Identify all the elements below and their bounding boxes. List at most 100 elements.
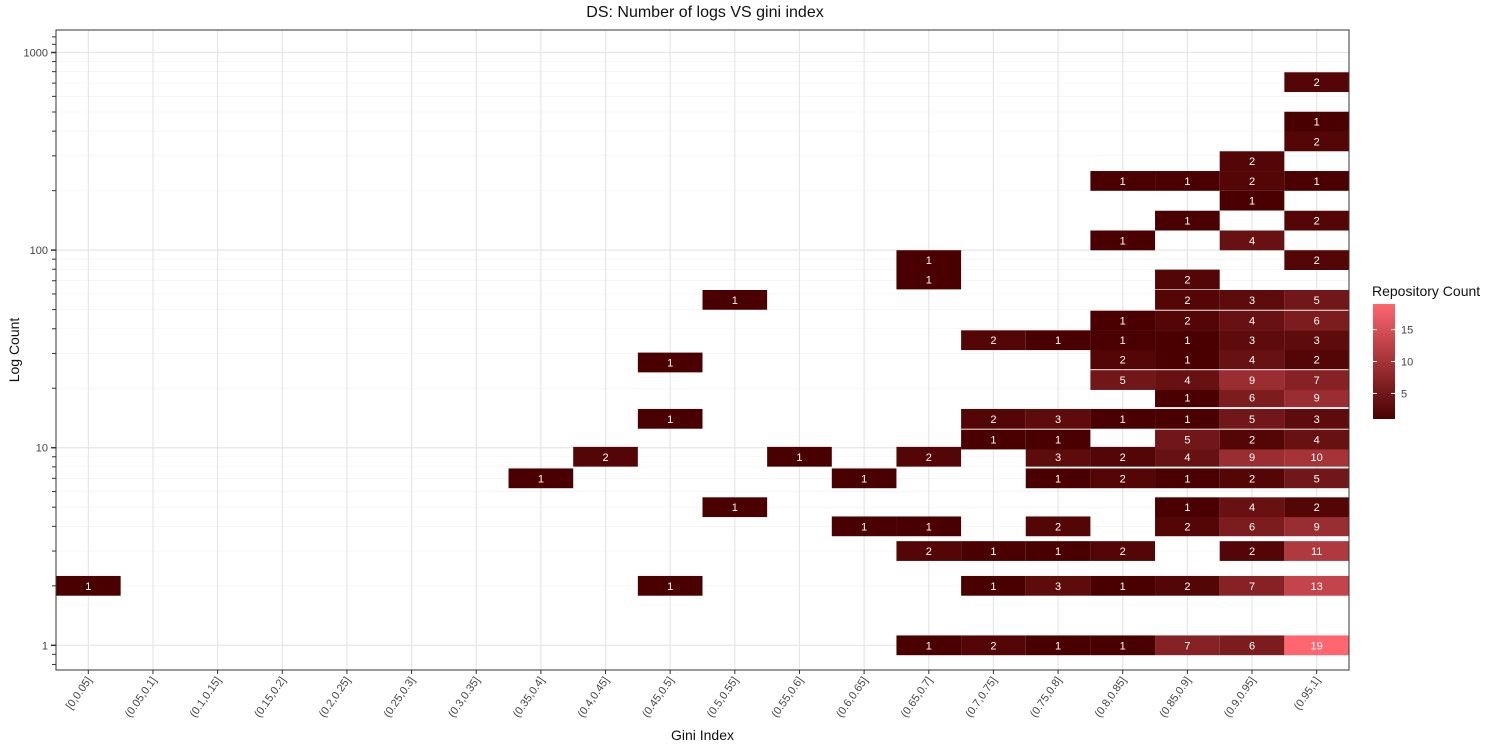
x-tick-label: (0.45,0.5] [640, 675, 676, 720]
heatmap-tile [1284, 289, 1349, 310]
y-axis-title: Log Count [6, 318, 22, 383]
tile-count-label: 1 [1184, 473, 1190, 485]
heatmap-tile [896, 446, 962, 467]
tile-count-label: 1 [538, 473, 544, 485]
heatmap-tile [896, 635, 962, 656]
tile-count-label: 2 [926, 452, 932, 464]
heatmap-tile [1155, 635, 1220, 656]
heatmap-tile [1155, 497, 1220, 518]
legend-tick-label: 5 [1401, 388, 1407, 400]
x-tick-label: (0.95,1] [1292, 675, 1323, 712]
tile-count-label: 1 [1055, 546, 1061, 558]
tile-count-label: 3 [1249, 335, 1255, 347]
tile-count-label: 1 [667, 581, 673, 593]
heatmap-tile [1284, 210, 1349, 231]
tile-count-label: 4 [1314, 435, 1320, 447]
x-tick-label: (0.5,0.55] [705, 675, 741, 720]
y-tick-label: 1 [42, 640, 48, 652]
heatmap-tile [1025, 429, 1091, 450]
tile-count-label: 1 [861, 473, 867, 485]
tile-count-label: 1 [85, 581, 91, 593]
tile-count-label: 1 [1120, 316, 1126, 328]
tile-count-label: 5 [1184, 435, 1190, 447]
chart-title: DS: Number of logs VS gini index [586, 4, 824, 21]
heatmap-tile [1090, 310, 1156, 331]
heatmap-tile [1090, 230, 1156, 251]
heatmap-tile [1155, 446, 1220, 467]
heatmap-tile [1219, 171, 1285, 191]
tile-count-label: 3 [1249, 295, 1255, 307]
tile-count-label: 3 [1055, 581, 1061, 593]
heatmap-tile [1155, 349, 1220, 370]
tile-count-label: 1 [1184, 354, 1190, 366]
heatmap-tile [1284, 250, 1349, 270]
tile-count-label: 11 [1311, 546, 1322, 558]
tile-count-label: 2 [926, 546, 932, 558]
tile-count-label: 5 [1120, 375, 1126, 387]
heatmap-tile [1025, 408, 1091, 429]
tile-count-label: 2 [1184, 316, 1190, 328]
heatmap-tile [573, 446, 638, 467]
heatmap-tile [1155, 408, 1220, 429]
tile-count-label: 1 [990, 435, 996, 447]
tile-count-label: 2 [1120, 546, 1126, 558]
legend-colorbar [1373, 304, 1395, 419]
x-tick-label: (0.85,0.9] [1157, 675, 1193, 720]
tile-count-label: 1 [1184, 216, 1190, 228]
heatmap-tile [1025, 330, 1091, 351]
heatmap-tile [1284, 575, 1349, 596]
tile-count-label: 9 [1249, 375, 1255, 387]
heatmap-tile [1155, 429, 1220, 450]
tile-count-label: 1 [1184, 335, 1190, 347]
heatmap-tile [831, 468, 897, 489]
heatmap-tile [1090, 446, 1156, 467]
tile-count-label: 4 [1184, 375, 1190, 387]
heatmap-tile [1155, 575, 1220, 596]
heatmap-tile [1090, 349, 1156, 370]
heatmap-tile [1090, 330, 1156, 351]
y-tick-label: 10 [36, 443, 48, 455]
tile-count-label: 6 [1249, 640, 1255, 652]
heatmap-tile [961, 575, 1026, 596]
heatmap-tile [1155, 310, 1220, 331]
tile-count-label: 1 [990, 581, 996, 593]
heatmap-tile [637, 575, 703, 596]
tile-count-label: 1 [1120, 414, 1126, 426]
tile-count-label: 4 [1249, 316, 1255, 328]
legend-tick-label: 10 [1401, 357, 1413, 369]
heatmap-tile [1155, 387, 1220, 408]
x-tick-label: (0.75,0.8] [1028, 675, 1064, 720]
x-tick-label: (0.6,0.65] [834, 675, 870, 720]
tile-count-label: 6 [1249, 392, 1255, 404]
tile-count-label: 7 [1249, 581, 1255, 593]
x-tick-label: (0.65,0.7] [899, 675, 935, 720]
heatmap-tile [1155, 210, 1220, 231]
tile-count-label: 2 [1314, 77, 1320, 89]
heatmap-tile [1025, 541, 1091, 561]
heatmap-tile [1284, 429, 1349, 450]
heatmap-tile [1025, 516, 1091, 537]
heatmap-tile [1284, 111, 1349, 132]
tile-count-label: 4 [1249, 502, 1255, 514]
y-tick-label: 100 [30, 245, 48, 257]
heatmap-tile [1090, 541, 1156, 561]
heatmap-tile [1284, 171, 1349, 191]
x-tick-label: (0.7,0.75] [963, 675, 999, 720]
tile-count-label: 1 [667, 357, 673, 369]
tile-count-label: 1 [1120, 581, 1126, 593]
heatmap-tile [896, 541, 962, 561]
tile-count-label: 10 [1311, 452, 1323, 464]
x-tick-label: (0.35,0.4] [511, 675, 547, 720]
tile-count-label: 3 [1055, 414, 1061, 426]
tile-count-label: 1 [1055, 435, 1061, 447]
tile-count-label: 1 [1120, 235, 1126, 247]
heatmap-tile [1219, 429, 1285, 450]
heatmap-tile [1284, 541, 1349, 561]
tile-count-label: 1 [1120, 335, 1126, 347]
tile-count-label: 9 [1249, 452, 1255, 464]
tile-count-label: 2 [1184, 521, 1190, 533]
tile-count-label: 1 [1184, 176, 1190, 188]
tile-count-label: 1 [667, 414, 673, 426]
heatmap-tile [1155, 171, 1220, 191]
